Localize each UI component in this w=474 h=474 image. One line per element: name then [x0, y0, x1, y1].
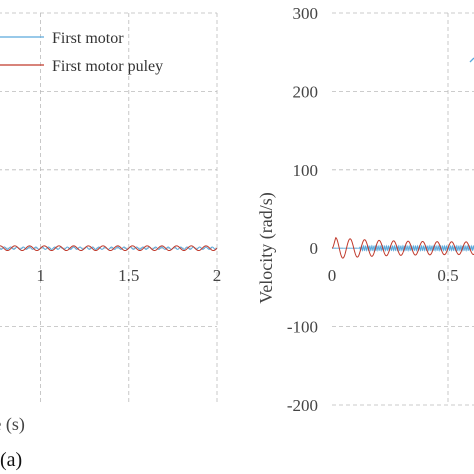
right-y-tick-label: 300	[293, 4, 319, 23]
right-y-tick-label: -100	[287, 318, 318, 337]
right-grid	[332, 12, 474, 406]
left-xticks: 1 1.5 2	[36, 266, 221, 285]
series-first-motor-line	[0, 246, 218, 250]
left-series	[0, 245, 218, 252]
series-first-motor-puley-line	[0, 245, 218, 252]
right-x-tick-label: 0	[328, 266, 337, 285]
legend-label-first-motor: First motor	[52, 30, 124, 47]
legend-label-first-motor-puley: First motor puley	[52, 58, 163, 75]
right-y-tick-label: 100	[293, 161, 319, 180]
right-y-tick-label: 0	[310, 239, 319, 258]
right-x-tick-label: 0.5	[437, 266, 458, 285]
right-y-axis-label: Velocity (rad/s)	[256, 192, 277, 303]
left-x-tick-label: 2	[213, 266, 222, 285]
left-x-tick-label: 1.5	[118, 266, 139, 285]
right-y-tick-label: 200	[293, 82, 319, 101]
left-x-tick-label: 1	[36, 266, 45, 285]
right-series	[331, 236, 474, 259]
legend-swatch-fragment	[469, 57, 474, 63]
series-first-motor-puley-line	[331, 236, 474, 259]
right-y-tick-label: -200	[287, 396, 318, 415]
right-xticks: 0 0.5	[328, 266, 459, 285]
panel-label-a: (a)	[0, 449, 22, 471]
left-panel: First motor First motor puley 11.52 Time…	[0, 12, 221, 471]
left-legend: First motor First motor puley	[0, 30, 163, 75]
left-x-axis-label: Time (s)	[0, 414, 25, 435]
right-legend-fragment	[469, 57, 474, 63]
right-yticks: 300 200 100 0 -100 -200	[287, 4, 318, 415]
